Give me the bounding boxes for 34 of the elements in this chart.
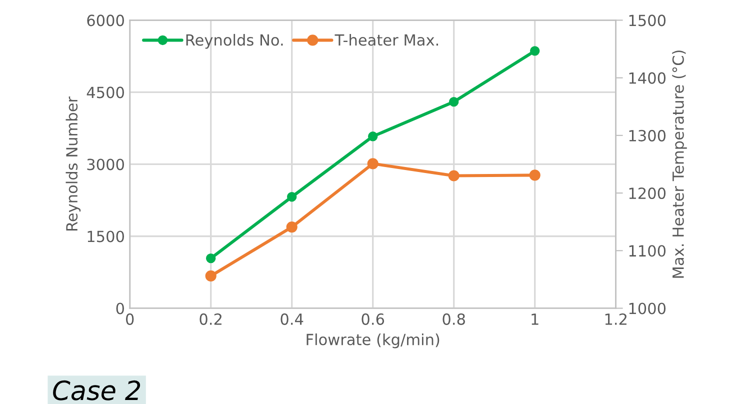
y2-tick-label: 1500 [629, 14, 666, 26]
legend-label: T-heater Max. [334, 34, 438, 46]
x-tick-label: 0 [126, 313, 134, 325]
y2-tick-label: 1100 [629, 245, 666, 257]
legend-label: Reynolds No. [186, 34, 283, 49]
point [367, 158, 378, 170]
point [529, 170, 540, 181]
y-tick-label: 3000 [87, 158, 124, 170]
point [368, 132, 378, 142]
y-tick-label: 0 [116, 302, 124, 314]
y-tick-label: 1500 [88, 230, 124, 242]
point [286, 221, 298, 233]
point [530, 46, 540, 56]
point [448, 96, 459, 107]
point [448, 170, 460, 182]
x-tick-label: 1.2 [605, 313, 626, 325]
y2-tick-label: 1400 [629, 72, 666, 84]
y-axis-title: Reynolds Number [66, 96, 81, 230]
x-tick-label: 0.4 [280, 313, 304, 325]
y2-tick-label: 1300 [629, 130, 666, 142]
y2-tick-label: 1200 [629, 187, 666, 200]
point [205, 270, 216, 282]
text: Case 2 [53, 380, 140, 400]
y-tick-label: 4500 [86, 86, 124, 98]
y2-axis-title: Max. Heater Temperature (°C) [672, 50, 687, 278]
y2-tick-label: 1000 [629, 302, 666, 314]
y-tick-label: 6000 [87, 14, 124, 26]
point [206, 253, 216, 264]
x-tick-label: 0.8 [442, 313, 465, 325]
x-axis-title: Flowrate (kg/min) [306, 333, 440, 348]
x-tick-label: 1 [532, 314, 538, 325]
x-tick-label: 0.2 [200, 313, 222, 325]
point [286, 192, 297, 202]
x-tick-label: 0.6 [362, 313, 384, 325]
